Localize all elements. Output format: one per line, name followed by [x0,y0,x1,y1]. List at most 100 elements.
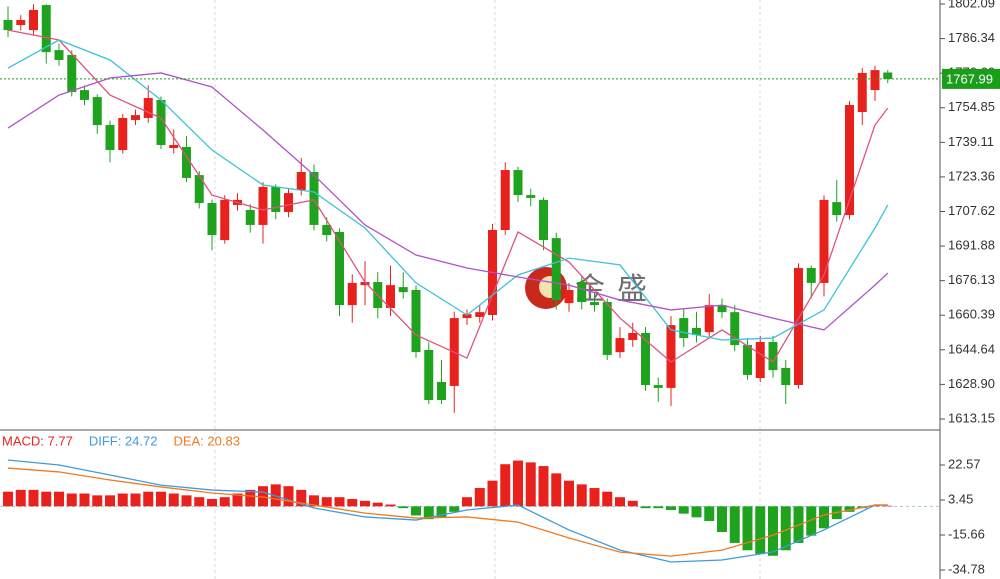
candle-body [80,90,89,100]
macd-bar [729,506,740,543]
candle-body [322,224,332,236]
candle-body [347,282,357,306]
moving-average-line [7,29,889,363]
macd-bar [666,506,676,510]
macd-bar [219,497,230,507]
candle-body [16,20,26,26]
macd-bar [513,460,523,507]
last-price-box [942,68,1000,89]
macd-bar [576,484,587,507]
candle-body [194,175,204,203]
y-tick-label: 1613.15 [948,410,995,425]
candle-body [832,202,842,216]
candle-body [118,117,128,151]
macd-bar [92,495,103,507]
moving-average-line [7,72,889,331]
macd-bar [411,506,421,516]
macd-bar [449,506,460,512]
candle-body [628,333,638,341]
y-tick-label: 1628.90 [948,376,995,391]
candle-body [309,172,319,225]
candle-body [411,289,421,353]
macd-bar [245,489,256,507]
macd-bar [882,505,893,507]
candle-body [475,312,485,317]
macd-bar [181,495,192,507]
candle-body [3,20,13,31]
macd-bar [589,488,600,507]
macd-bar [423,506,434,520]
candle-body [857,72,867,113]
candle-body [437,381,446,400]
y-tick-label: 1676.13 [948,272,995,287]
candle-body [794,267,803,386]
macd-bar [640,506,651,509]
candle-body [207,202,217,236]
macd-bar [66,493,77,507]
macd-line [7,459,888,563]
candle-body [730,312,740,346]
y-tick-label: -15.66 [948,526,985,541]
macd-bar [156,491,166,507]
macd-bar [54,491,64,507]
candle-body [819,199,829,283]
y-tick-label: 1707.62 [948,203,995,218]
macd-bar [780,506,791,551]
macd-bar [844,506,855,512]
y-tick-label: 1644.64 [948,341,995,356]
candle-body [335,231,344,306]
macd-bar [385,504,396,507]
macd-bar [334,497,345,507]
macd-bar [283,486,294,507]
macd-line [7,467,888,557]
candle-body [692,327,701,335]
macd-bar [15,489,26,507]
candle-body [539,199,548,241]
macd-bar [538,466,549,507]
y-tick-label: 1723.36 [948,168,995,183]
candle-body [284,193,293,212]
macd-bar [806,506,817,536]
candle-body [845,105,854,216]
candle-body [245,210,255,225]
candle-body [92,97,102,125]
moving-average-line [7,39,889,341]
candle-body [360,282,370,286]
macd-bar [525,462,536,507]
macd-bar [691,506,702,518]
macd-bar [436,506,447,518]
candle-body [398,287,408,293]
macd-bar [474,488,485,507]
last-price-label: 1767.99 [946,71,993,86]
macd-bar [258,486,268,507]
candle-body [717,305,727,313]
macd-bar [487,480,498,507]
legend-label: DIFF: 24.72 [89,433,158,448]
macd-bar [678,506,689,514]
macd-bar [768,506,778,556]
candle-body [271,186,281,212]
candle-body [602,302,612,355]
macd-bar [309,495,319,507]
macd-bar [321,497,332,507]
candle-body [781,367,791,386]
macd-bar [207,499,217,507]
macd-bar [41,491,52,507]
candle-body [156,99,166,145]
macd-bar [398,506,409,509]
macd-bar [79,493,90,507]
candle-body [666,325,676,388]
macd-bar [117,493,128,507]
macd-bar [717,506,727,532]
candle-body [182,146,191,178]
macd-bar [296,489,307,507]
macd-bar [168,493,179,507]
candle-body [131,115,140,120]
macd-bar [270,484,281,507]
macd-bar [347,499,358,507]
y-tick-label: 1786.34 [948,30,995,45]
macd-bar [742,506,753,551]
candle-body [500,170,510,230]
candle-body [258,186,268,225]
